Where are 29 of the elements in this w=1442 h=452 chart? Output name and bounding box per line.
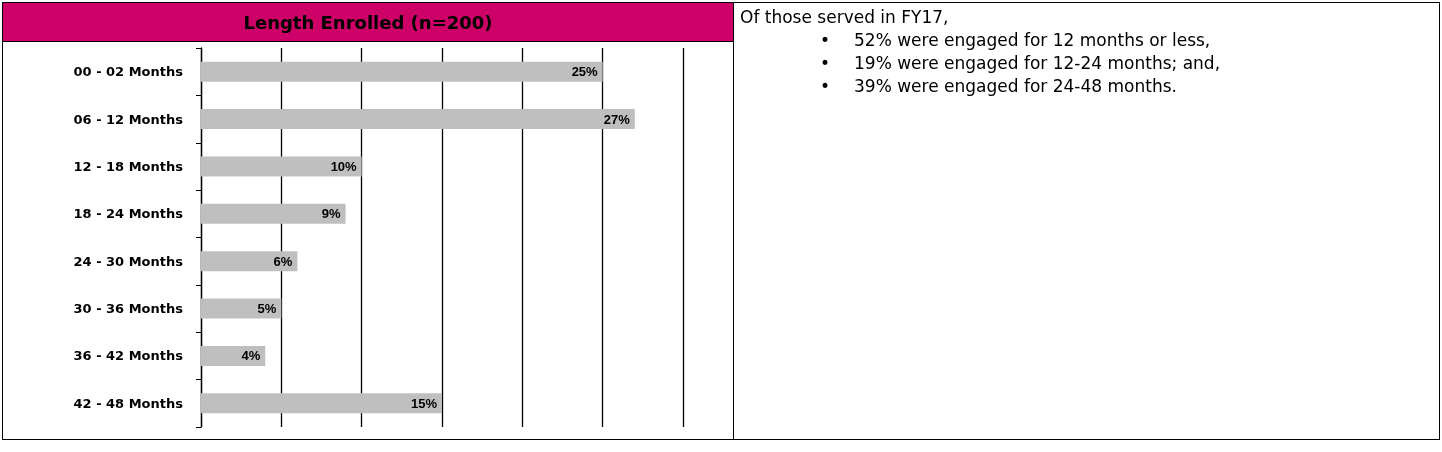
data-label: 15%: [410, 395, 438, 411]
bar: [201, 156, 362, 177]
y-tick-label: 36 - 42 Months: [73, 348, 184, 364]
text: • 39% were engaged for 24-48 months.: [820, 76, 1177, 96]
chart-title: Length Enrolled (n=200): [3, 3, 733, 42]
data-label: 6%: [273, 253, 293, 269]
data-label: 5%: [257, 301, 277, 317]
y-tick-label: 12 - 18 Months: [73, 158, 184, 174]
bar: [201, 298, 282, 319]
y-tick-label: 42 - 48 Months: [73, 395, 184, 411]
y-tick-label: 06 - 12 Months: [73, 111, 184, 127]
y-tick-label: 00 - 02 Months: [73, 64, 184, 80]
y-tick-label: 30 - 36 Months: [73, 301, 184, 317]
data-label: 10%: [330, 158, 358, 174]
bar: [201, 109, 635, 130]
data-label: 9%: [321, 206, 342, 222]
bar: [201, 251, 298, 272]
bar: [201, 61, 603, 82]
text: Of those served in FY17,: [740, 7, 950, 27]
bar: [201, 203, 346, 224]
text: • 52% were engaged for 12 months or less,: [820, 30, 1211, 50]
bar: [201, 345, 266, 366]
y-tick-label: 18 - 24 Months: [73, 206, 184, 222]
data-label: 27%: [603, 111, 631, 127]
bar: [201, 393, 442, 414]
data-label: 25%: [571, 64, 599, 80]
y-tick-label: 24 - 30 Months: [73, 253, 184, 269]
data-label: 4%: [241, 348, 261, 364]
text: • 19% were engaged for 12-24 months; and,: [820, 53, 1221, 73]
